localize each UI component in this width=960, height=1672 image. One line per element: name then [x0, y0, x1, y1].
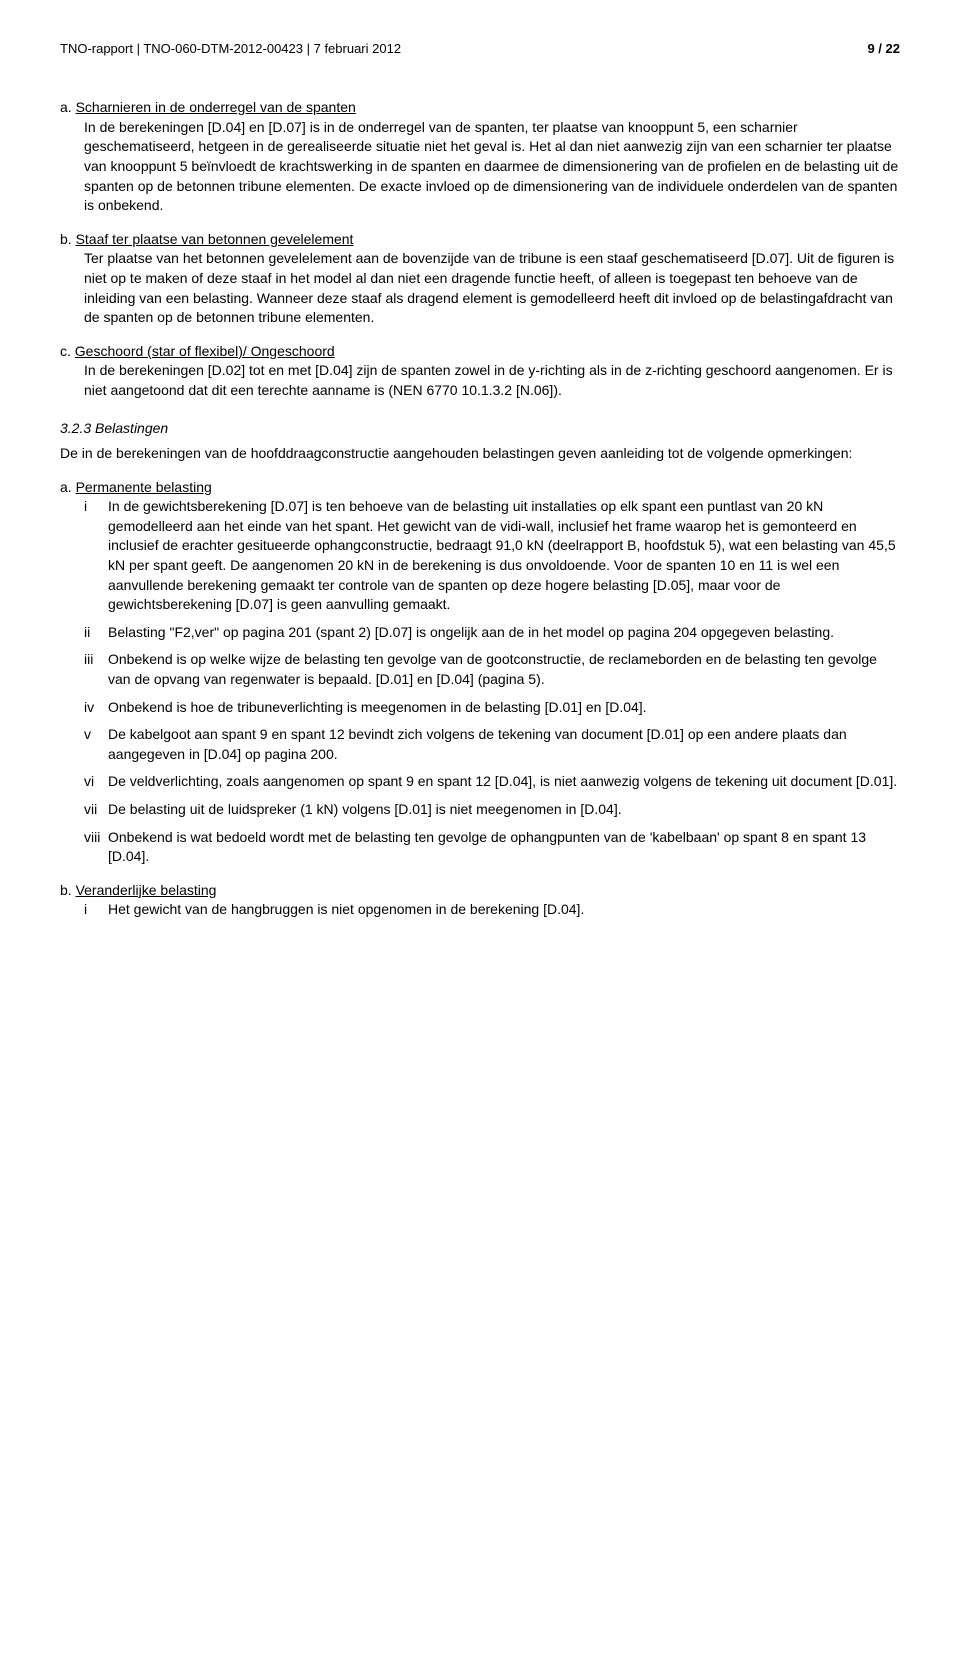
sub-text: Onbekend is op welke wijze de belasting …	[108, 650, 900, 689]
item-a: a. Scharnieren in de onderregel van de s…	[60, 98, 900, 216]
permanent-sub-v: v De kabelgoot aan spant 9 en spant 12 b…	[84, 725, 900, 764]
item-c-label: c.	[60, 343, 71, 359]
item-a-label: a.	[60, 99, 72, 115]
permanent-sub-items: i In de gewichtsberekening [D.07] is ten…	[84, 497, 900, 867]
document-header: TNO-rapport | TNO-060-DTM-2012-00423 | 7…	[60, 40, 900, 58]
item-b-title: Staaf ter plaatse van betonnen gevelelem…	[76, 231, 354, 247]
item-b-content: Ter plaatse van het betonnen gevelelemen…	[84, 249, 900, 327]
sub-marker: i	[84, 497, 108, 615]
variable-sub-i: i Het gewicht van de hangbruggen is niet…	[84, 900, 900, 920]
header-left: TNO-rapport | TNO-060-DTM-2012-00423 | 7…	[60, 40, 401, 58]
sub-marker: vi	[84, 772, 108, 792]
sub-text: Belasting "F2,ver" op pagina 201 (spant …	[108, 623, 900, 643]
sub-text: Onbekend is wat bedoeld wordt met de bel…	[108, 828, 900, 867]
sub-marker: iii	[84, 650, 108, 689]
sub-text: Onbekend is hoe de tribuneverlichting is…	[108, 698, 900, 718]
sub-text: De kabelgoot aan spant 9 en spant 12 bev…	[108, 725, 900, 764]
variable-title: Veranderlijke belasting	[76, 882, 217, 898]
item-b-label: b.	[60, 231, 72, 247]
sub-marker: i	[84, 900, 108, 920]
sub-marker: viii	[84, 828, 108, 867]
permanent-sub-ii: ii Belasting "F2,ver" op pagina 201 (spa…	[84, 623, 900, 643]
permanent-title: Permanente belasting	[76, 479, 212, 495]
sub-marker: v	[84, 725, 108, 764]
item-b: b. Staaf ter plaatse van betonnen gevele…	[60, 230, 900, 328]
permanent-sub-iii: iii Onbekend is op welke wijze de belast…	[84, 650, 900, 689]
permanent-sub-vii: vii De belasting uit de luidspreker (1 k…	[84, 800, 900, 820]
item-c-content: In de berekeningen [D.02] tot en met [D.…	[84, 361, 900, 400]
item-c-title: Geschoord (star of flexibel)/ Ongeschoor…	[75, 343, 335, 359]
sub-text: Het gewicht van de hangbruggen is niet o…	[108, 900, 900, 920]
sub-text: De veldverlichting, zoals aangenomen op …	[108, 772, 900, 792]
permanent-label: a.	[60, 479, 72, 495]
sub-text: De belasting uit de luidspreker (1 kN) v…	[108, 800, 900, 820]
item-a-content: In de berekeningen [D.04] en [D.07] is i…	[84, 118, 900, 216]
section-323-heading: 3.2.3 Belastingen	[60, 419, 900, 439]
sub-text: In de gewichtsberekening [D.07] is ten b…	[108, 497, 900, 615]
sub-marker: ii	[84, 623, 108, 643]
section-323-intro: De in de berekeningen van de hoofddraagc…	[60, 444, 900, 464]
permanent-sub-vi: vi De veldverlichting, zoals aangenomen …	[84, 772, 900, 792]
permanent-sub-viii: viii Onbekend is wat bedoeld wordt met d…	[84, 828, 900, 867]
sub-marker: iv	[84, 698, 108, 718]
variable-sub-items: i Het gewicht van de hangbruggen is niet…	[84, 900, 900, 920]
variable-load: b. Veranderlijke belasting i Het gewicht…	[60, 881, 900, 920]
item-a-title: Scharnieren in de onderregel van de span…	[76, 99, 356, 115]
sub-marker: vii	[84, 800, 108, 820]
page-number: 9 / 22	[867, 40, 900, 58]
permanent-sub-iv: iv Onbekend is hoe de tribuneverlichting…	[84, 698, 900, 718]
item-c: c. Geschoord (star of flexibel)/ Ongesch…	[60, 342, 900, 401]
permanent-load: a. Permanente belasting i In de gewichts…	[60, 478, 900, 867]
variable-label: b.	[60, 882, 72, 898]
permanent-sub-i: i In de gewichtsberekening [D.07] is ten…	[84, 497, 900, 615]
